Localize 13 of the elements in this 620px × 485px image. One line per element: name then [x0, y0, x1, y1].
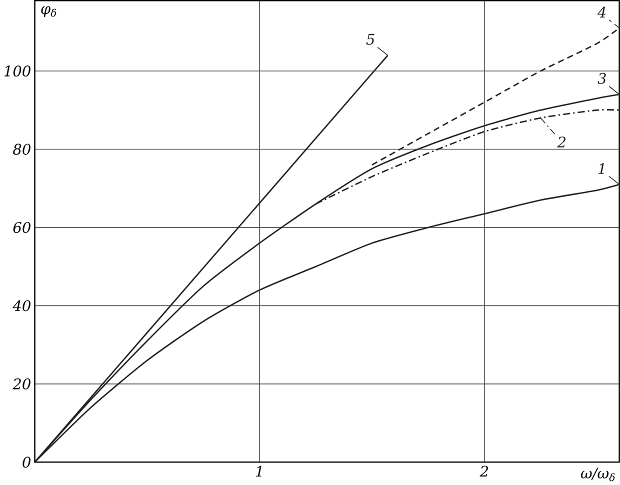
y-tick-label: 80: [13, 144, 30, 155]
y-tick-label: 40: [12, 300, 30, 312]
series-label: 1: [598, 163, 604, 174]
y-tick-label: 100: [4, 66, 30, 77]
y-tick-label: 60: [13, 222, 30, 234]
series-label: 5: [366, 34, 374, 46]
legend-label: 2: [557, 136, 566, 148]
y-tick-label: 0: [22, 456, 30, 468]
series-label: 4: [597, 6, 606, 18]
y-tick-label: 20: [12, 378, 30, 390]
series-label: 3: [598, 73, 606, 84]
x-axis-title: ω/ω$_{δ}$: [580, 468, 615, 482]
y-axis-title: φ$_{δ}$: [41, 6, 56, 18]
